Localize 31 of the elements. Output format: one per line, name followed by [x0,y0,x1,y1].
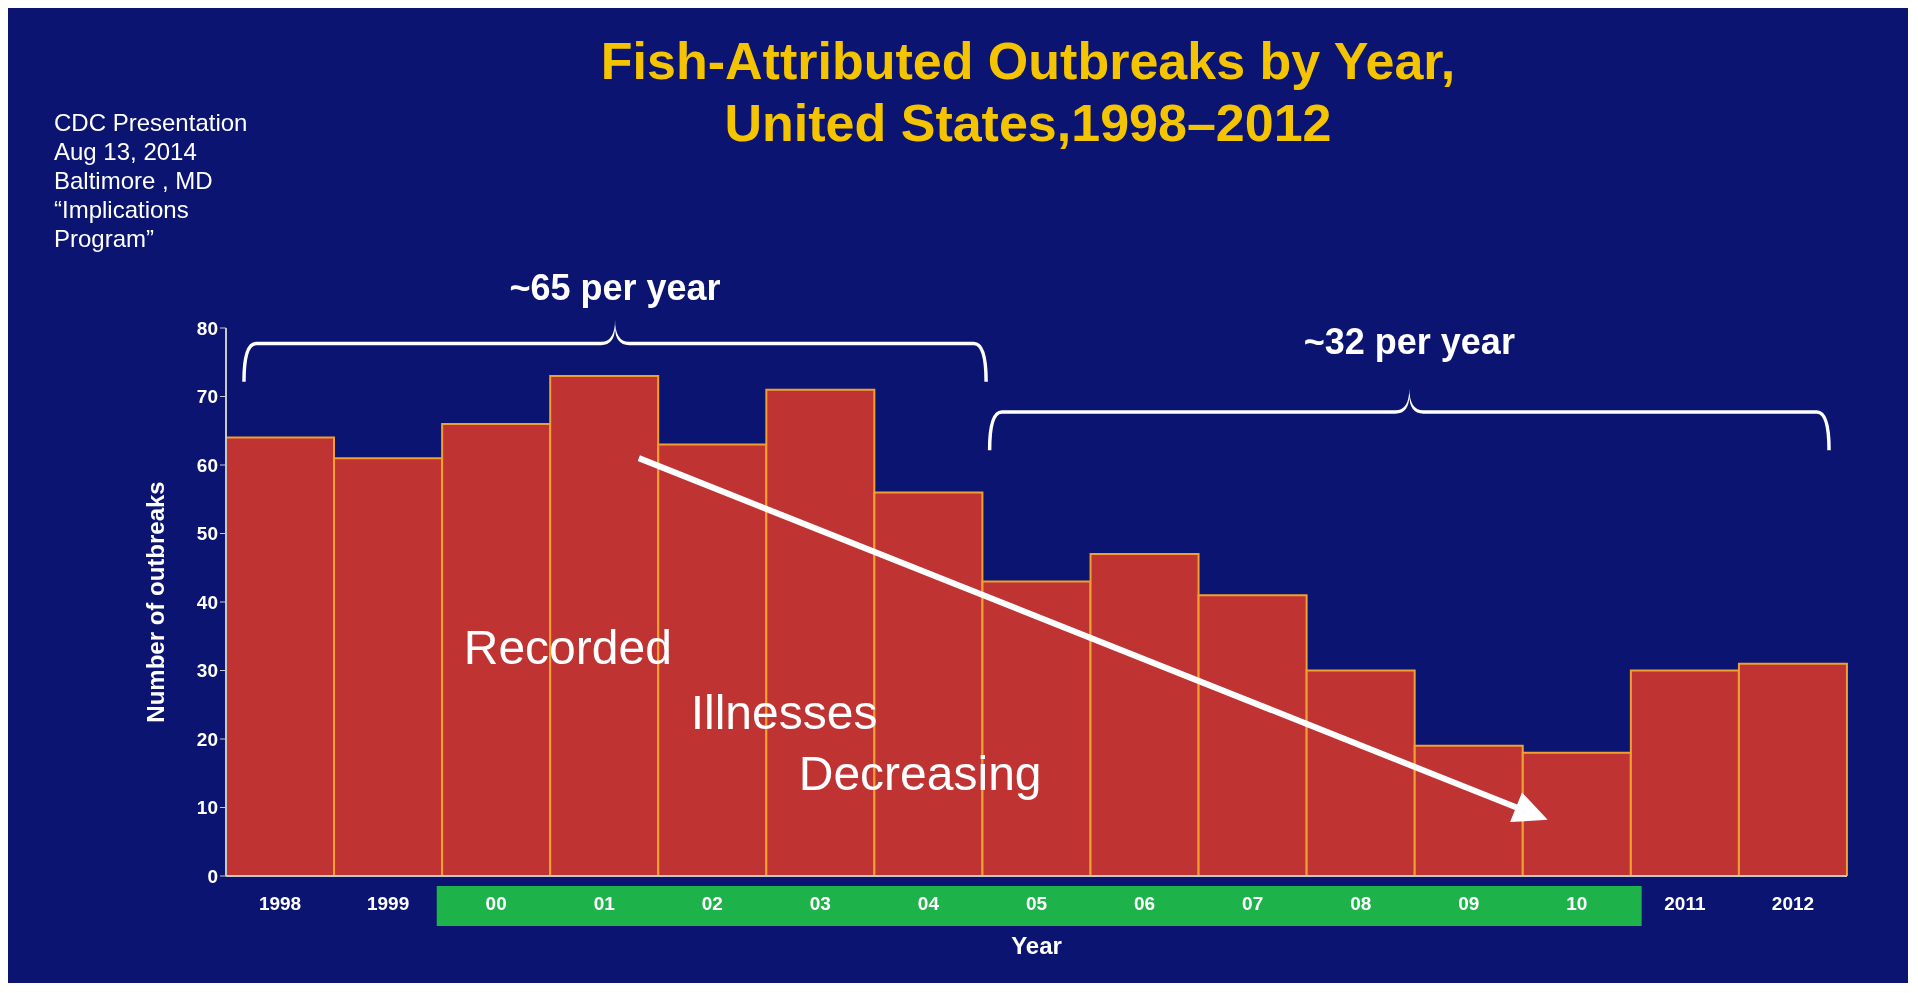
x-axis-title: Year [1011,932,1062,959]
text: CDC Presentation Aug 13, 2014 Baltimore , MD “Implications Program” [54,108,248,253]
y-tick-label: 0 [207,865,218,887]
annotation: Recorded Illnesses Decreasing [463,620,1042,801]
y-tick-label: 20 [196,728,218,750]
y-tick-label: 60 [196,454,218,476]
x-tick-label: 00 [485,893,507,914]
y-axis-title: Number of outbreaks [142,481,169,723]
x-tick-label: 07 [1242,893,1264,914]
x-tick-label: 10 [1566,893,1588,914]
x-tick-label: 02 [701,893,723,914]
chart-title: Fish-Attributed Outbreaks by Year, United States,1998–2012 [599,31,1457,154]
y-tick-label: 50 [196,523,218,545]
text: ~65 per year [509,266,721,308]
x-tick-label: 2011 [1664,893,1706,914]
x-tick-label: 09 [1458,893,1480,914]
x-tick-label: 06 [1134,893,1156,914]
x-tick-label: 08 [1350,893,1372,914]
x-tick-label: 05 [1025,893,1048,914]
y-tick-label: 70 [196,386,218,408]
x-tick-label: 04 [917,893,940,914]
x-tick-label: 2012 [1771,893,1815,914]
y-tick-label: 10 [196,797,218,819]
x-tick-label: 1998 [258,893,302,914]
x-tick-label: 01 [593,893,616,914]
x-tick-label: 1999 [366,893,410,914]
x-tick-label: 03 [809,893,831,914]
y-tick-label: 80 [196,317,218,339]
annotation: ~32 per year [1303,321,1515,363]
y-tick-label: 40 [196,591,218,613]
y-tick-label: 30 [196,660,218,682]
